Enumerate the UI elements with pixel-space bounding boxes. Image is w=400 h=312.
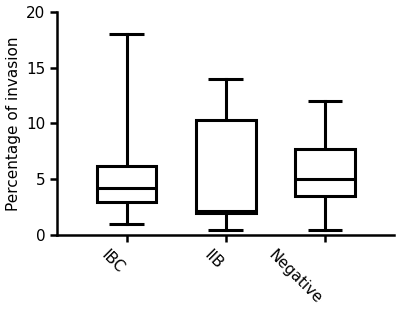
FancyBboxPatch shape bbox=[97, 166, 156, 202]
FancyBboxPatch shape bbox=[295, 149, 355, 196]
Y-axis label: Percentage of invasion: Percentage of invasion bbox=[6, 36, 20, 211]
FancyBboxPatch shape bbox=[196, 120, 256, 213]
